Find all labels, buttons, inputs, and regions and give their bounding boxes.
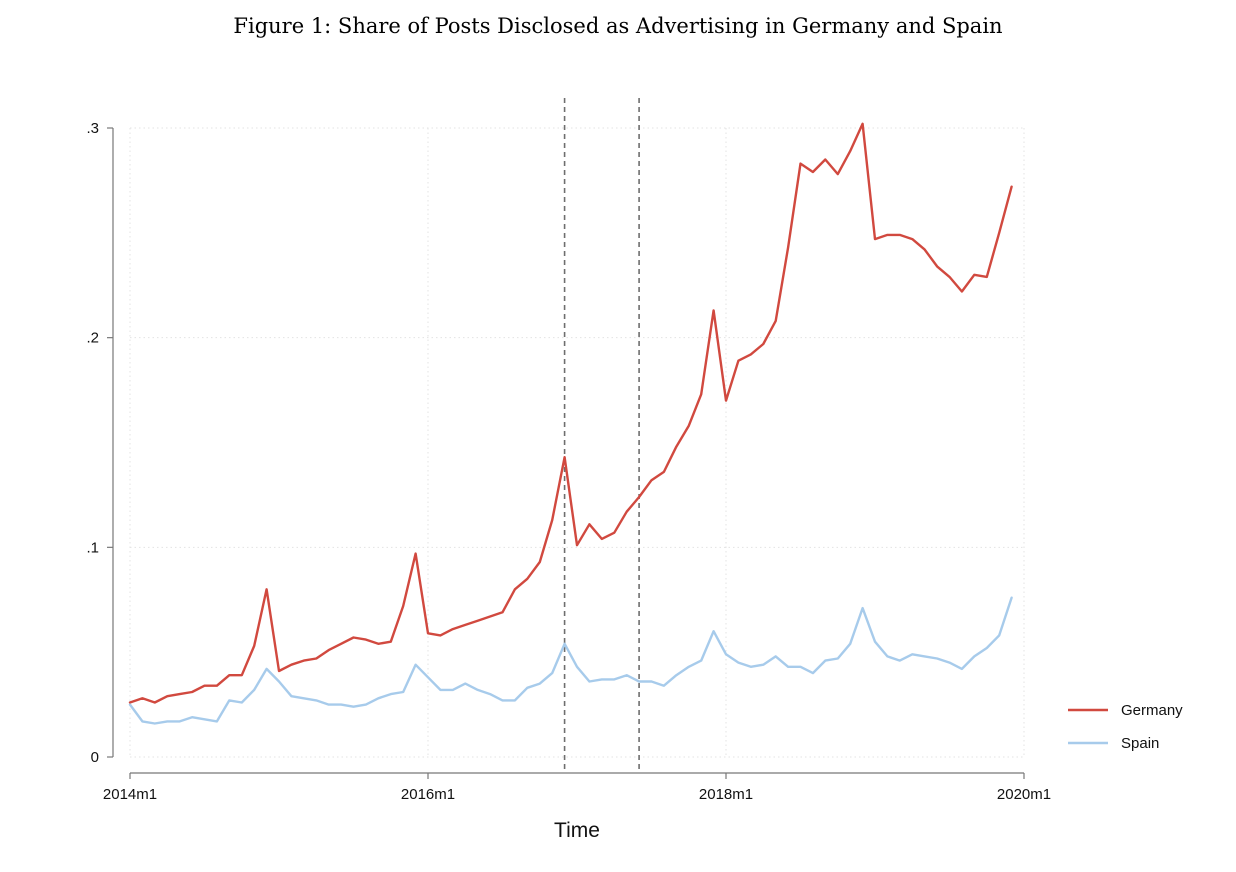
- series-line-spain: [128, 596, 1013, 725]
- series-line-germany: [128, 122, 1013, 704]
- x-axis-ticks: 2014m1 2016m1 2018m1 2020m1: [103, 773, 1051, 803]
- series-lines: [128, 122, 1013, 725]
- legend-label-spain: Spain: [1121, 735, 1159, 752]
- y-tick-label: 0: [91, 749, 99, 766]
- reference-lines: [563, 98, 640, 773]
- y-tick-label: .3: [86, 120, 99, 137]
- x-tick-label: 2014m1: [103, 786, 157, 803]
- x-tick-label: 2020m1: [997, 786, 1051, 803]
- x-axis-title: Time: [554, 819, 600, 842]
- legend-label-germany: Germany: [1121, 702, 1183, 719]
- y-tick-label: .1: [86, 539, 99, 556]
- y-tick-label: .2: [86, 330, 99, 347]
- y-axis-ticks: 0 .1 .2 .3: [86, 120, 113, 766]
- x-tick-label: 2016m1: [401, 786, 455, 803]
- x-tick-label: 2018m1: [699, 786, 753, 803]
- figure-title: Figure 1: Share of Posts Disclosed as Ad…: [233, 14, 1003, 38]
- axes: [112, 128, 1024, 774]
- legend: Germany Spain: [1068, 702, 1183, 752]
- grid-lines: [129, 127, 1025, 758]
